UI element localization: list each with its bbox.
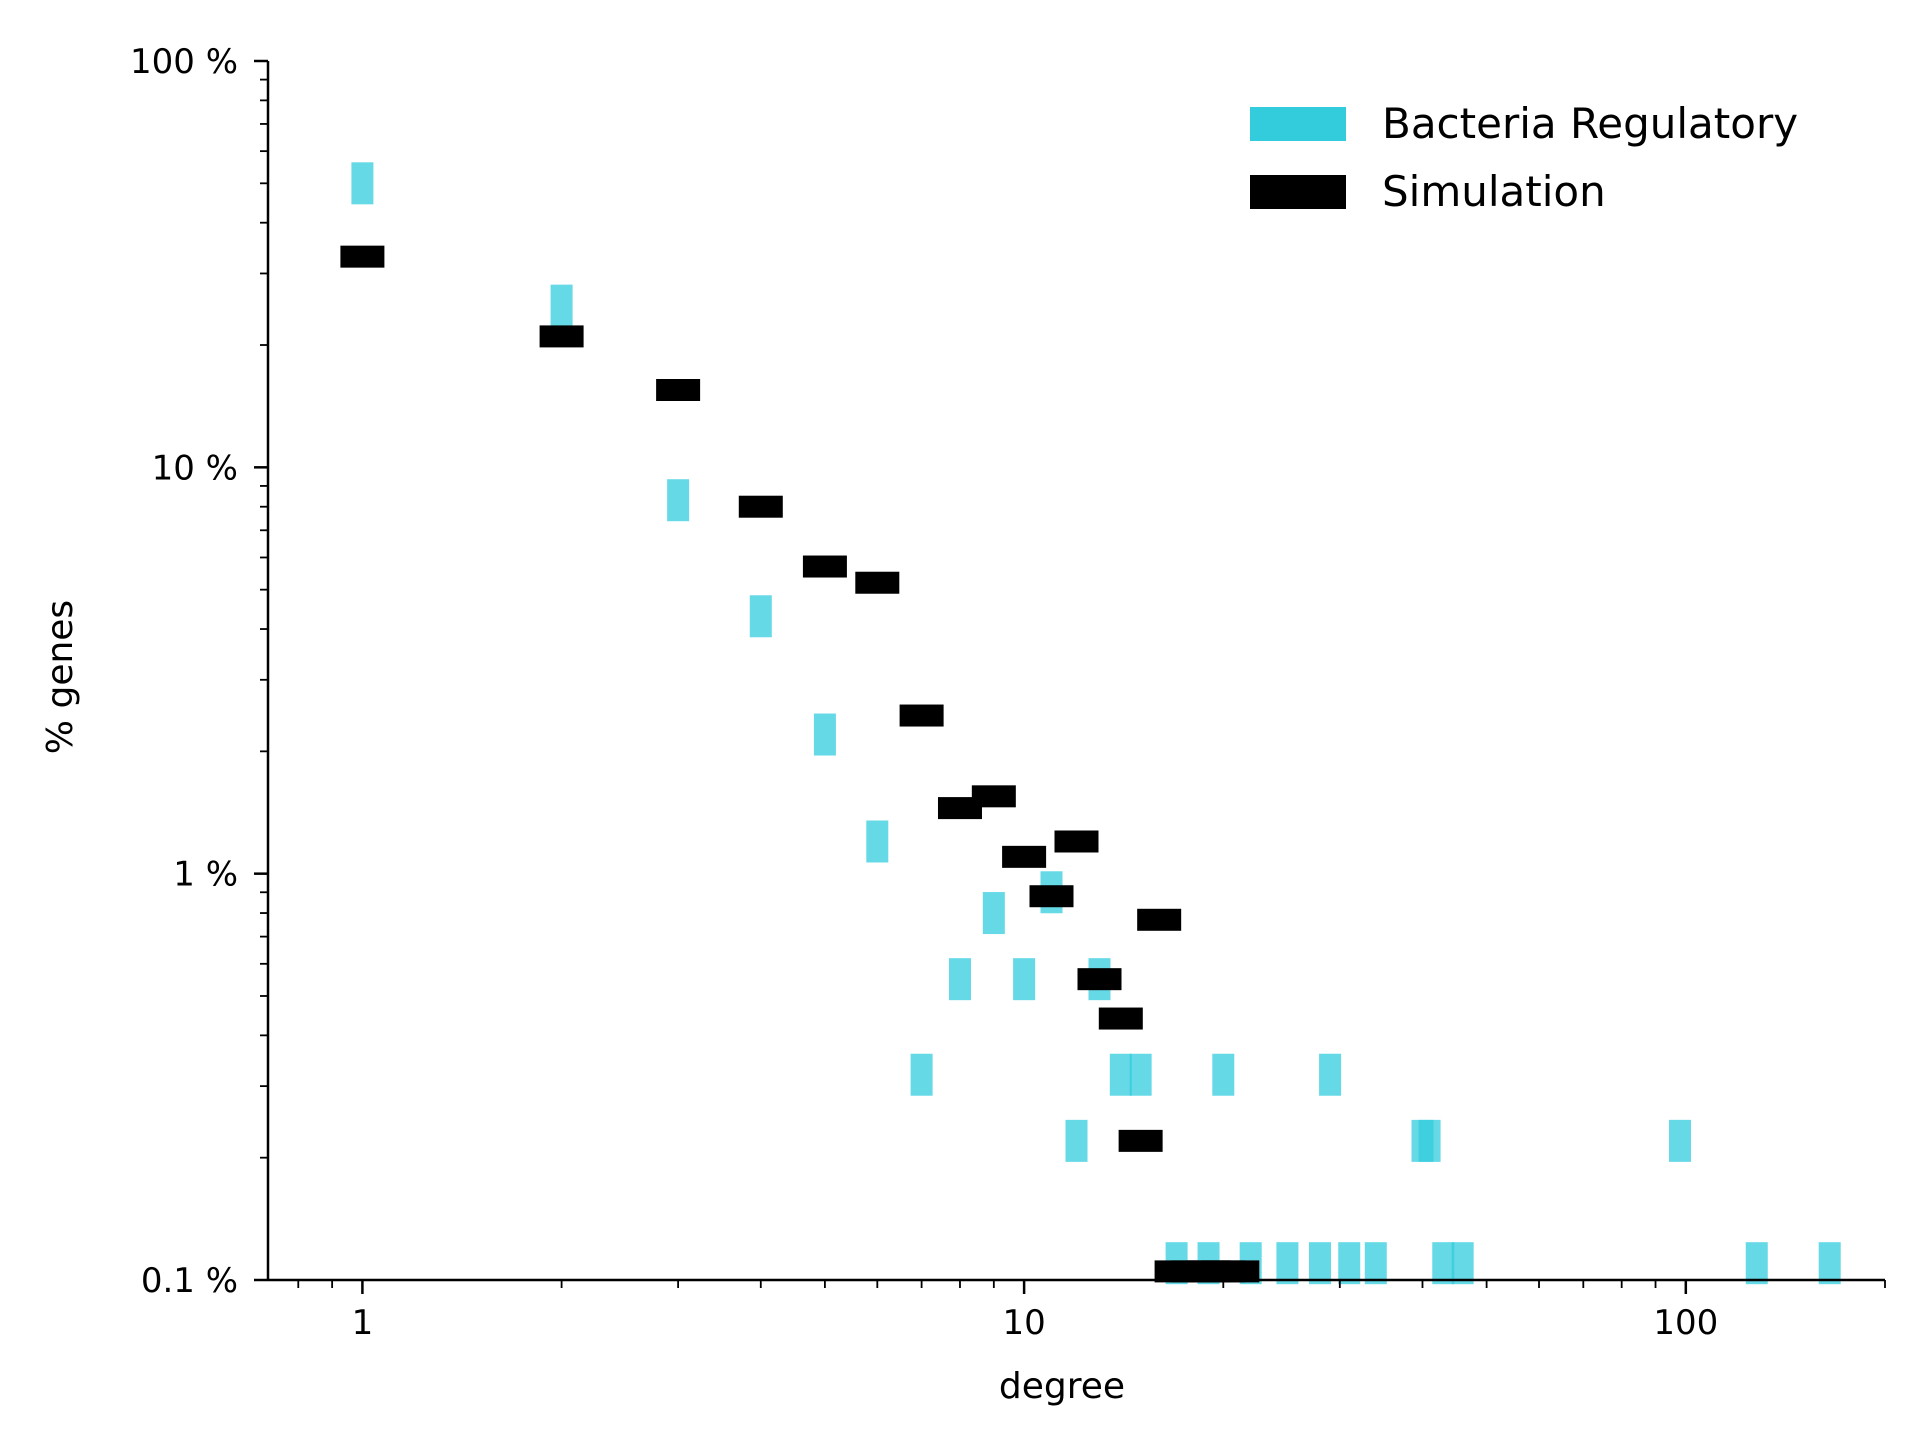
simulation-point <box>340 245 385 268</box>
simulation-point <box>1098 1007 1143 1030</box>
bacteria-regulatory-point <box>1432 1242 1455 1285</box>
bacteria-regulatory-point <box>910 1053 933 1096</box>
bacteria-regulatory-point <box>550 284 573 327</box>
simulation-point <box>1054 830 1099 853</box>
x-axis-label: degree <box>999 1366 1125 1407</box>
bacteria-regulatory-point <box>1065 1119 1088 1162</box>
bacteria-regulatory-point <box>667 479 690 522</box>
y-tick-label: 10 % <box>152 448 238 488</box>
simulation-point <box>1077 968 1122 991</box>
y-tick-label: 0.1 % <box>141 1261 238 1301</box>
bacteria-regulatory-point <box>1338 1242 1361 1285</box>
series-simulation <box>340 245 1260 1283</box>
simulation-point <box>738 495 783 518</box>
simulation-point <box>1215 1260 1260 1283</box>
bacteria-regulatory-point <box>1319 1053 1342 1096</box>
legend-swatch-simulation <box>1250 175 1346 209</box>
bacteria-regulatory-point <box>1818 1242 1841 1285</box>
simulation-point <box>1002 845 1047 868</box>
bacteria-regulatory-point <box>1451 1242 1474 1285</box>
bacteria-regulatory-point <box>1418 1119 1441 1162</box>
bacteria-regulatory-point <box>948 958 971 1001</box>
x-tick-label: 100 <box>1653 1303 1718 1343</box>
y-axis-label: % genes <box>40 600 81 754</box>
bacteria-regulatory-point <box>1745 1242 1768 1285</box>
bacteria-regulatory-point <box>1212 1053 1235 1096</box>
y-tick-label: 1 % <box>173 855 238 895</box>
legend-swatch-bacteria-regulatory <box>1250 107 1346 141</box>
simulation-point <box>1118 1129 1163 1152</box>
ticks: 1 10 100 0.1 % 1 % 10 % 100 % <box>130 42 1886 1343</box>
bacteria-regulatory-point <box>1308 1242 1331 1285</box>
simulation-point <box>1029 885 1074 908</box>
bacteria-regulatory-point <box>1364 1242 1387 1285</box>
simulation-point <box>539 325 584 348</box>
bacteria-regulatory-point <box>866 820 889 863</box>
simulation-point <box>656 378 701 401</box>
legend-label-simulation: Simulation <box>1382 167 1606 216</box>
x-tick-label: 1 <box>352 1303 374 1343</box>
legend-label-bacteria-regulatory: Bacteria Regulatory <box>1382 99 1798 148</box>
bacteria-regulatory-point <box>749 595 772 638</box>
bacteria-regulatory-point <box>1013 958 1036 1001</box>
axes <box>266 61 1885 1282</box>
simulation-point <box>937 797 982 820</box>
bacteria-regulatory-point <box>1669 1119 1692 1162</box>
bacteria-regulatory-point <box>1109 1053 1132 1096</box>
simulation-point <box>802 555 847 578</box>
bacteria-regulatory-point <box>351 162 374 205</box>
bacteria-regulatory-point <box>813 713 836 756</box>
simulation-point <box>855 571 900 594</box>
bacteria-regulatory-point <box>1129 1053 1152 1096</box>
simulation-point <box>899 704 944 727</box>
simulation-point <box>971 785 1016 808</box>
x-tick-label: 10 <box>1002 1303 1045 1343</box>
bacteria-regulatory-point <box>982 892 1005 935</box>
bacteria-regulatory-point <box>1276 1242 1299 1285</box>
series-bacteria-regulatory <box>351 162 1841 1285</box>
simulation-point <box>1137 908 1182 931</box>
legend: Bacteria Regulatory Simulation <box>1250 99 1798 216</box>
y-tick-label: 100 % <box>130 42 238 82</box>
